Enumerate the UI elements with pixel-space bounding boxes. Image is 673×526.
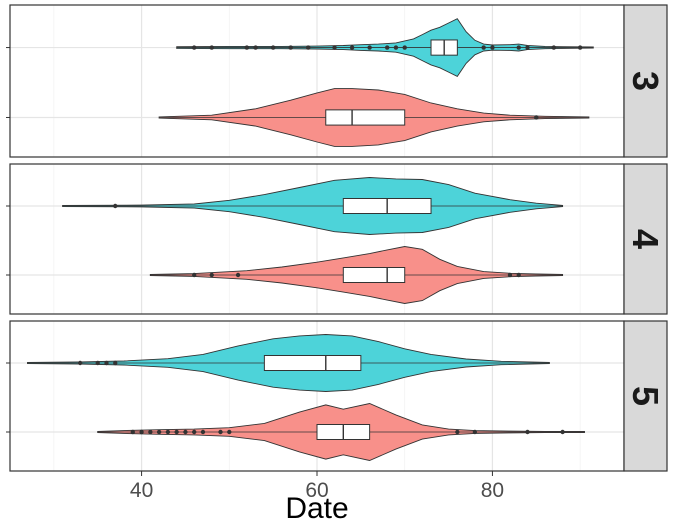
outlier-point bbox=[174, 429, 179, 435]
outlier-point bbox=[525, 45, 530, 50]
outlier-point bbox=[288, 45, 293, 50]
outlier-point bbox=[113, 360, 118, 366]
outlier-point bbox=[209, 45, 214, 50]
outlier-point bbox=[156, 429, 162, 435]
facet-panel-4: 4 bbox=[6, 163, 668, 315]
violin-top bbox=[176, 18, 594, 77]
x-axis: 40 60 80 bbox=[130, 471, 504, 502]
violin-bottom bbox=[97, 403, 585, 461]
outlier-point bbox=[393, 45, 399, 50]
outlier-point bbox=[148, 429, 153, 435]
outlier-point bbox=[77, 360, 83, 366]
outlier-point bbox=[113, 203, 118, 209]
x-axis-title: Date bbox=[285, 492, 348, 525]
outlier-point bbox=[165, 429, 171, 435]
outlier-point bbox=[139, 429, 144, 435]
outlier-point bbox=[95, 360, 100, 366]
box-iqr bbox=[342, 267, 406, 283]
outlier-point bbox=[227, 429, 232, 435]
outlier-point bbox=[183, 429, 188, 435]
facet-label-5: 5 bbox=[625, 386, 666, 406]
outlier-point bbox=[192, 45, 197, 50]
outlier-point bbox=[244, 45, 250, 50]
outlier-point bbox=[270, 45, 276, 50]
outlier-point bbox=[490, 45, 495, 50]
outlier-point bbox=[253, 45, 258, 50]
outlier-point bbox=[130, 429, 135, 435]
facet-strip bbox=[623, 320, 668, 472]
outlier-point bbox=[525, 429, 530, 435]
outlier-point bbox=[384, 45, 390, 50]
outlier-point bbox=[507, 272, 513, 278]
outlier-point bbox=[235, 272, 241, 278]
violin-top bbox=[62, 177, 564, 235]
box-iqr bbox=[325, 109, 406, 126]
outlier-point bbox=[209, 272, 214, 278]
facet-label-3: 3 bbox=[625, 71, 666, 91]
outlier-point bbox=[516, 272, 521, 278]
outlier-point bbox=[402, 45, 407, 50]
outlier-point bbox=[332, 45, 337, 50]
facet-strip bbox=[623, 4, 668, 158]
outlier-point bbox=[349, 45, 355, 50]
outlier-point bbox=[577, 45, 583, 50]
violin-top bbox=[27, 334, 550, 392]
violin-bottom bbox=[149, 246, 564, 304]
facet-label-4: 4 bbox=[625, 229, 666, 249]
outlier-point bbox=[367, 45, 372, 50]
outlier-point bbox=[472, 429, 478, 435]
outlier-point bbox=[560, 429, 565, 435]
outlier-point bbox=[481, 45, 486, 50]
outlier-point bbox=[192, 272, 197, 278]
facet-panels: 3 4 5 bbox=[6, 4, 668, 472]
outlier-point bbox=[516, 45, 521, 50]
facet-panel-5: 5 bbox=[6, 320, 668, 472]
x-tick-label: 80 bbox=[481, 479, 504, 502]
outlier-point bbox=[306, 45, 311, 50]
outlier-point bbox=[192, 429, 197, 435]
outlier-point bbox=[551, 45, 557, 50]
outlier-point bbox=[200, 429, 206, 435]
facet-strip bbox=[623, 163, 668, 315]
x-tick-label: 40 bbox=[130, 479, 153, 502]
outlier-point bbox=[218, 429, 223, 435]
facet-panel-3: 3 bbox=[6, 4, 668, 158]
violin-bottom bbox=[158, 88, 590, 147]
outlier-point bbox=[534, 115, 539, 120]
box-iqr bbox=[263, 355, 362, 371]
outlier-point bbox=[104, 360, 109, 366]
outlier-point bbox=[455, 429, 460, 435]
x-tick-label: 60 bbox=[305, 479, 328, 502]
